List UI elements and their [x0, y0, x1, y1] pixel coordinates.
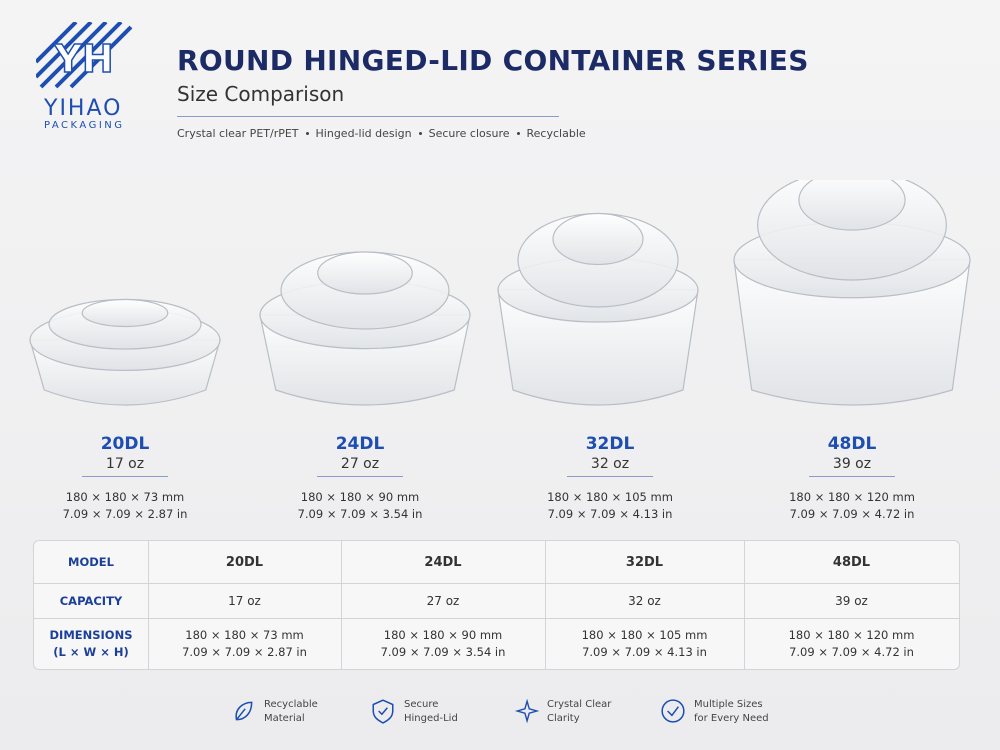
badge-line: Clarity	[547, 713, 580, 724]
cell-line: 7.09 × 7.09 × 4.13 in	[582, 644, 707, 659]
model: 32DL	[585, 434, 635, 454]
container-outline	[798, 180, 906, 231]
model: 24DL	[335, 434, 385, 454]
cell-line: 7.09 × 7.09 × 2.87 in	[182, 644, 307, 659]
product-caption: 24DL 27 oz 180 × 180 × 90 mm 7.09 × 7.09 × …	[260, 434, 460, 523]
container-outline	[733, 259, 971, 406]
badge-icon	[660, 698, 686, 724]
feature: Hinged-lid design	[315, 127, 412, 140]
column-divider	[545, 541, 546, 669]
feature: Recyclable	[526, 127, 586, 140]
table-cell: 39 oz	[835, 593, 868, 608]
logo-name: YIHAO	[44, 96, 123, 121]
container-outline	[81, 298, 169, 328]
icon	[514, 698, 540, 724]
dimensions-mm: 180 × 180 × 120 mm	[789, 490, 915, 504]
icon	[661, 699, 685, 723]
spec-table: MODEL CAPACITY DIMENSIONS (L × W × H) 20DL 17…	[33, 540, 960, 670]
dimensions: 180 × 180 × 73 mm 7.09 × 7.09 × 2.87 in	[25, 489, 225, 523]
badge-line: Secure	[404, 699, 439, 710]
badge-line: Hinged-Lid	[404, 713, 458, 724]
divider	[177, 116, 559, 117]
logo-mark: YH	[36, 22, 133, 89]
cell-line: 180 × 180 × 105 mm	[581, 627, 708, 642]
badge-line: Recyclable	[264, 699, 318, 710]
table-cell: 48DL	[832, 554, 871, 570]
capacity: 17 oz	[82, 456, 168, 477]
capacity: 32 oz	[567, 456, 653, 477]
row-divider	[34, 583, 959, 584]
icon	[235, 701, 253, 721]
row-label: CAPACITY	[59, 593, 123, 608]
feature-line: Crystal clear PET/rPET Hinged-lid design S…	[177, 127, 586, 140]
container-outline	[552, 212, 644, 266]
logo-letters: YH	[53, 37, 113, 81]
table-cell: 180 × 180 × 73 mm 7.09 × 7.09 × 2.87 in	[148, 618, 341, 669]
dimensions-in: 7.09 × 7.09 × 2.87 in	[62, 507, 188, 521]
separator-dot	[305, 132, 309, 135]
badge-text: Secure Hinged-Lid	[404, 698, 458, 726]
badge-line: Multiple Sizes	[694, 699, 763, 710]
feature: Secure closure	[428, 127, 510, 140]
cell-line: 180 × 180 × 73 mm	[185, 627, 304, 642]
table-cell: 20DL	[225, 554, 264, 570]
cell-line: 7.09 × 7.09 × 4.72 in	[789, 644, 914, 659]
row-label-line: (L × W × H)	[53, 644, 129, 659]
column-divider	[148, 541, 149, 669]
dimensions-in: 7.09 × 7.09 × 4.13 in	[547, 507, 673, 521]
capacity: 27 oz	[317, 456, 403, 477]
feature: Crystal clear PET/rPET	[177, 127, 299, 140]
logo-sub: PACKAGING	[44, 120, 125, 131]
model: 20DL	[100, 434, 150, 454]
badge-text: Recyclable Material	[264, 698, 318, 726]
column-divider	[341, 541, 342, 669]
badge-text: Multiple Sizes for Every Need	[694, 698, 769, 726]
dimensions: 180 × 180 × 120 mm 7.09 × 7.09 × 4.72 in	[752, 489, 952, 523]
row-label: DIMENSIONS (L × W × H)	[34, 618, 148, 669]
cell-line: 180 × 180 × 90 mm	[383, 627, 503, 642]
container-outline	[317, 251, 413, 295]
subtitle: Size Comparison	[177, 82, 345, 106]
product-caption: 32DL 32 oz 180 × 180 × 105 mm 7.09 × 7.09 ×…	[510, 434, 710, 523]
capacity: 39 oz	[809, 456, 895, 477]
dimensions-in: 7.09 × 7.09 × 4.72 in	[789, 507, 915, 521]
table-cell: 180 × 180 × 120 mm 7.09 × 7.09 × 4.72 in	[744, 618, 959, 669]
badge-icon	[370, 698, 396, 724]
row-label: MODEL	[68, 555, 114, 569]
product-caption: 20DL 17 oz 180 × 180 × 73 mm 7.09 × 7.09 × …	[25, 434, 225, 523]
table-cell: 180 × 180 × 90 mm 7.09 × 7.09 × 3.54 in	[341, 618, 545, 669]
dimensions: 180 × 180 × 90 mm 7.09 × 7.09 × 3.54 in	[260, 489, 460, 523]
separator-dot	[418, 132, 422, 135]
dimensions-in: 7.09 × 7.09 × 3.54 in	[297, 507, 423, 521]
table-cell: 24DL	[424, 554, 462, 570]
table-cell: 32 oz	[628, 593, 661, 608]
container-outline	[497, 289, 699, 406]
table-cell: 27 oz	[426, 593, 460, 608]
row-label-line: DIMENSIONS	[49, 627, 133, 642]
badge-line: Material	[264, 713, 305, 724]
table-cell: 17 oz	[228, 593, 261, 608]
badge-line: Crystal Clear	[547, 699, 612, 710]
badge-icon	[230, 698, 256, 724]
dimensions-mm: 180 × 180 × 90 mm	[300, 490, 420, 504]
containers	[29, 180, 971, 406]
icon	[372, 699, 394, 724]
dimensions-mm: 180 × 180 × 105 mm	[547, 490, 673, 504]
table-cell: 32DL	[625, 554, 664, 570]
title: ROUND HINGED-LID CONTAINER SERIES	[177, 44, 809, 77]
model: 48DL	[827, 434, 877, 454]
product-caption: 48DL 39 oz 180 × 180 × 120 mm 7.09 × 7.09 ×…	[752, 434, 952, 523]
separator-dot	[516, 132, 520, 135]
table-cell: 180 × 180 × 105 mm 7.09 × 7.09 × 4.13 in	[545, 618, 744, 669]
row-divider	[34, 618, 959, 619]
badge-icon	[513, 698, 540, 724]
cell-line: 180 × 180 × 120 mm	[788, 627, 915, 642]
cell-line: 7.09 × 7.09 × 3.54 in	[380, 644, 506, 659]
dimensions-mm: 180 × 180 × 73 mm	[65, 490, 185, 504]
badge-text: Crystal Clear Clarity	[547, 698, 611, 726]
dimensions: 180 × 180 × 105 mm 7.09 × 7.09 × 4.13 in	[510, 489, 710, 523]
column-divider	[744, 541, 745, 669]
badge-line: for Every Need	[694, 713, 769, 724]
